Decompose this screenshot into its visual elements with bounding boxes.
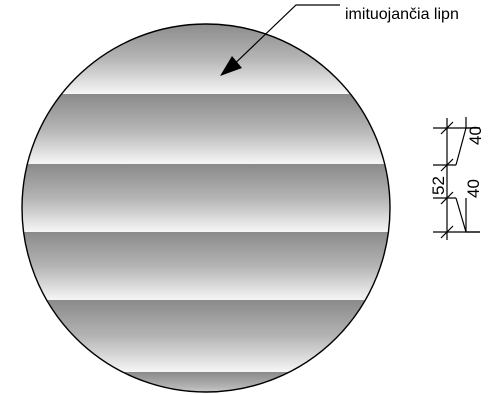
slat <box>22 24 390 94</box>
dimension-group <box>433 117 480 240</box>
dimension-label-top: 40 <box>466 126 485 145</box>
callout-leader <box>224 4 340 74</box>
dimension-label-bottom: 40 <box>464 179 483 198</box>
slat <box>22 164 390 232</box>
callout-arrowhead <box>220 56 242 76</box>
callout-label: imituojančia lipn <box>345 6 459 23</box>
detail-circle <box>21 23 391 393</box>
slat <box>22 94 390 164</box>
slat <box>22 300 390 372</box>
louvre-pattern <box>22 24 390 392</box>
dimension-label-spacing: 52 <box>429 176 448 195</box>
slat <box>22 232 390 300</box>
